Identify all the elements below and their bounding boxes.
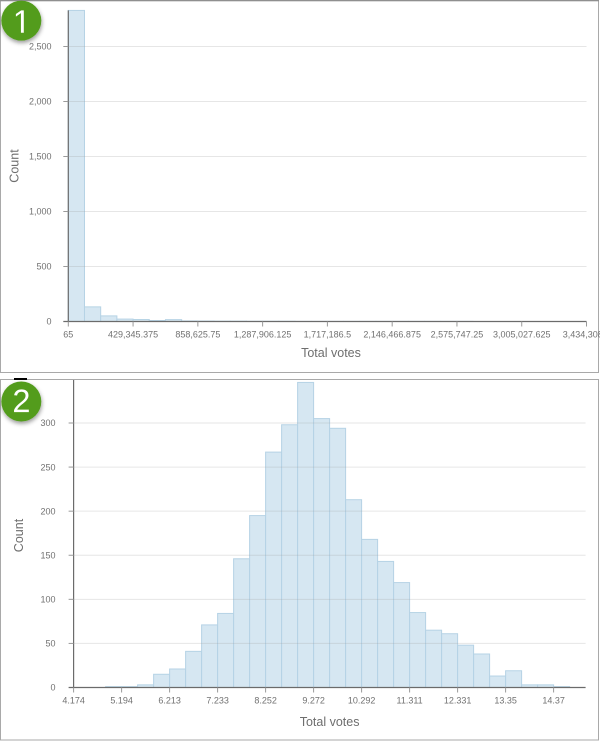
svg-text:8.252: 8.252	[254, 695, 277, 705]
svg-text:13.35: 13.35	[494, 695, 517, 705]
svg-text:3,005,027.625: 3,005,027.625	[493, 329, 551, 339]
svg-text:Count: Count	[12, 518, 26, 552]
svg-text:Total votes: Total votes	[300, 715, 360, 729]
svg-text:3,434,308.0: 3,434,308.0	[563, 329, 600, 339]
svg-text:7.233: 7.233	[206, 695, 229, 705]
svg-text:12.331: 12.331	[444, 695, 472, 705]
svg-text:14.37: 14.37	[542, 695, 565, 705]
svg-text:0: 0	[46, 317, 51, 327]
svg-text:2,500: 2,500	[29, 42, 52, 52]
svg-text:1,000: 1,000	[29, 207, 52, 217]
svg-text:Count: Count	[8, 149, 22, 183]
svg-text:2,000: 2,000	[29, 97, 52, 107]
svg-text:100: 100	[40, 595, 55, 605]
svg-text:858,625.75: 858,625.75	[175, 329, 220, 339]
svg-text:1,717,186.5: 1,717,186.5	[304, 329, 352, 339]
svg-text:6.213: 6.213	[158, 695, 181, 705]
svg-text:2,146,466.875: 2,146,466.875	[363, 329, 421, 339]
svg-text:9.272: 9.272	[302, 695, 325, 705]
svg-text:2,575,747.25: 2,575,747.25	[431, 329, 484, 339]
svg-text:250: 250	[40, 462, 55, 472]
svg-text:150: 150	[40, 550, 55, 560]
svg-text:11.311: 11.311	[396, 695, 422, 705]
svg-text:1,500: 1,500	[29, 152, 52, 162]
svg-text:5.194: 5.194	[110, 695, 133, 705]
svg-text:50: 50	[45, 639, 55, 649]
svg-text:1,287,906.125: 1,287,906.125	[234, 329, 292, 339]
svg-text:429,345.375: 429,345.375	[108, 329, 158, 339]
svg-text:300: 300	[40, 418, 55, 428]
svg-text:0: 0	[50, 683, 55, 693]
svg-text:500: 500	[36, 262, 51, 272]
svg-text:65: 65	[63, 329, 73, 339]
svg-text:10.292: 10.292	[348, 695, 376, 705]
svg-text:Total votes: Total votes	[301, 346, 361, 360]
svg-text:200: 200	[40, 506, 55, 516]
svg-text:4.174: 4.174	[62, 695, 85, 705]
